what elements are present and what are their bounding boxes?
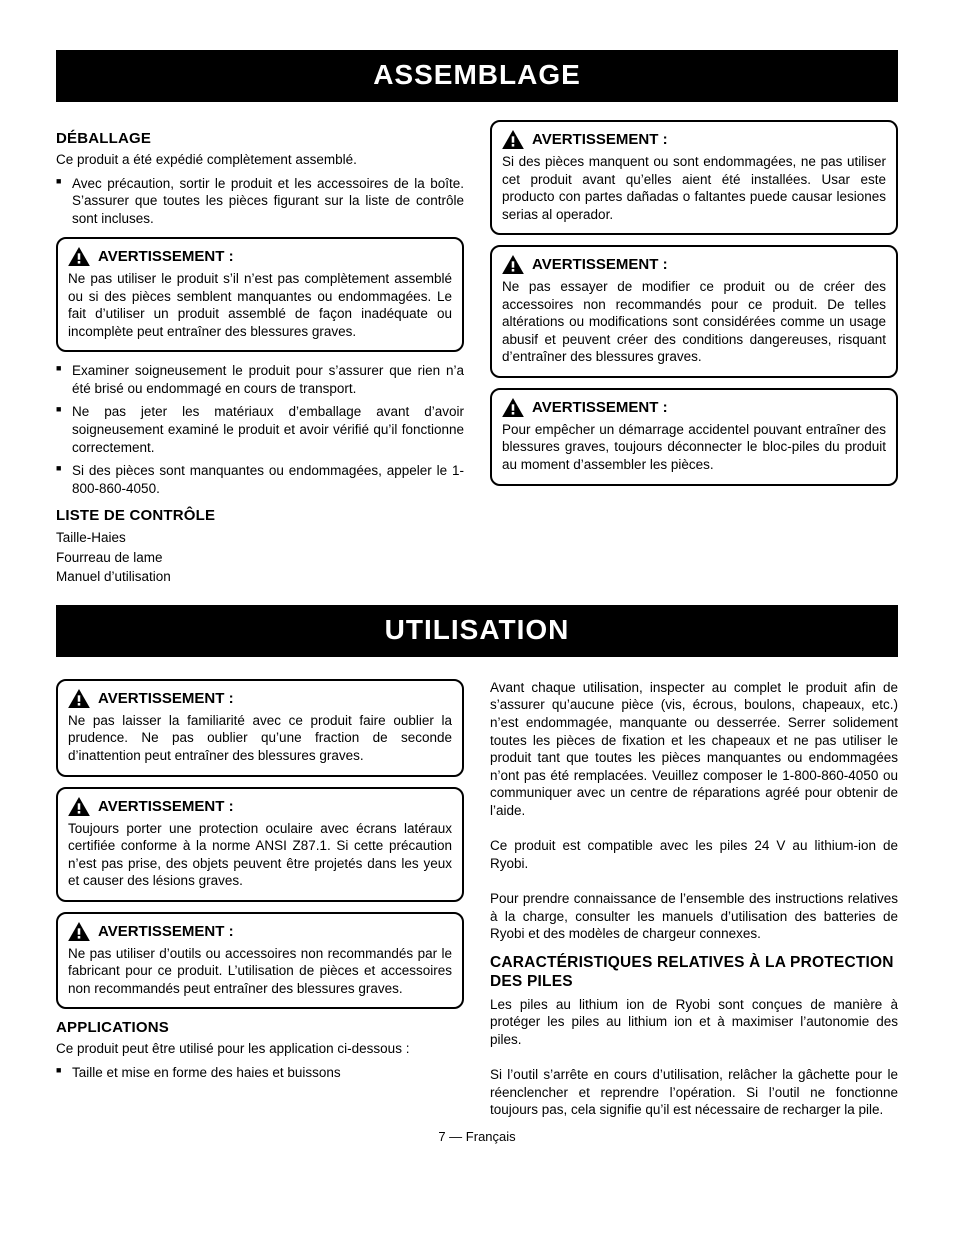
warning-icon: [502, 398, 524, 417]
banner-title: ASSEMBLAGE: [56, 55, 898, 97]
utilisation-right: Avant chaque utilisation, inspecter au c…: [490, 675, 898, 1123]
deballage-intro: Ce produit a été expédié complètement as…: [56, 151, 464, 169]
warning-label: AVERTISSEMENT :: [98, 248, 234, 265]
list-item: Si des pièces sont manquantes ou endomma…: [56, 462, 464, 497]
warning-label: AVERTISSEMENT :: [98, 798, 234, 815]
checklist-item: Manuel d’utilisation: [56, 567, 464, 587]
heading-liste-controle: LISTE DE CONTRÔLE: [56, 507, 464, 524]
warning-label: AVERTISSEMENT :: [98, 690, 234, 707]
warning-box: AVERTISSEMENT : Ne pas laisser la famili…: [56, 679, 464, 777]
assemblage-left: DÉBALLAGE Ce produit a été expédié compl…: [56, 120, 464, 599]
warning-label: AVERTISSEMENT :: [532, 256, 668, 273]
warning-header: AVERTISSEMENT :: [68, 922, 452, 941]
deballage-list-2: Examiner soigneusement le produit pour s…: [56, 362, 464, 497]
warning-box: AVERTISSEMENT : Toujours porter une prot…: [56, 787, 464, 902]
assemblage-right: AVERTISSEMENT : Si des pièces manquent o…: [490, 120, 898, 599]
section-banner-utilisation: UTILISATION: [56, 605, 898, 657]
page: ASSEMBLAGE DÉBALLAGE Ce produit a été ex…: [0, 0, 954, 1164]
applications-list: Taille et mise en forme des haies et bui…: [56, 1064, 464, 1082]
page-footer: 7 — Français: [56, 1129, 898, 1144]
warning-icon: [68, 922, 90, 941]
warning-box: AVERTISSEMENT : Pour empêcher un démarra…: [490, 388, 898, 486]
checklist-item: Fourreau de lame: [56, 548, 464, 568]
paragraph: Si l’outil s’arrête en cours d’utilisati…: [490, 1066, 898, 1119]
warning-text: Ne pas essayer de modifier ce produit ou…: [502, 278, 886, 366]
utilisation-columns: AVERTISSEMENT : Ne pas laisser la famili…: [56, 675, 898, 1123]
warning-icon: [68, 797, 90, 816]
assemblage-columns: DÉBALLAGE Ce produit a été expédié compl…: [56, 120, 898, 599]
list-item: Avec précaution, sortir le produit et le…: [56, 175, 464, 228]
heading-caracteristiques: CARACTÉRISTIQUES RELATIVES À LA PROTECTI…: [490, 953, 898, 992]
warning-icon: [502, 255, 524, 274]
section-banner-assemblage: ASSEMBLAGE: [56, 50, 898, 102]
checklist-item: Taille-Haies: [56, 528, 464, 548]
warning-box: AVERTISSEMENT : Ne pas utiliser le produ…: [56, 237, 464, 352]
warning-text: Ne pas utiliser d’outils ou accessoires …: [68, 945, 452, 998]
paragraph: Avant chaque utilisation, inspecter au c…: [490, 679, 898, 819]
warning-icon: [68, 247, 90, 266]
checklist: Taille-Haies Fourreau de lame Manuel d’u…: [56, 528, 464, 587]
list-item: Ne pas jeter les matériaux d’emballage a…: [56, 403, 464, 456]
warning-text: Ne pas laisser la familiarité avec ce pr…: [68, 712, 452, 765]
list-item: Taille et mise en forme des haies et bui…: [56, 1064, 464, 1082]
banner-title: UTILISATION: [56, 610, 898, 652]
warning-box: AVERTISSEMENT : Ne pas utiliser d’outils…: [56, 912, 464, 1010]
applications-intro: Ce produit peut être utilisé pour les ap…: [56, 1040, 464, 1058]
warning-header: AVERTISSEMENT :: [68, 689, 452, 708]
warning-icon: [502, 130, 524, 149]
warning-label: AVERTISSEMENT :: [532, 131, 668, 148]
warning-header: AVERTISSEMENT :: [68, 797, 452, 816]
paragraph: Ce produit est compatible avec les piles…: [490, 837, 898, 872]
warning-label: AVERTISSEMENT :: [98, 923, 234, 940]
deballage-list-1: Avec précaution, sortir le produit et le…: [56, 175, 464, 228]
heading-deballage: DÉBALLAGE: [56, 130, 464, 147]
warning-text: Ne pas utiliser le produit s’il n’est pa…: [68, 270, 452, 340]
heading-applications: APPLICATIONS: [56, 1019, 464, 1036]
warning-text: Pour empêcher un démarrage accidentel po…: [502, 421, 886, 474]
warning-text: Si des pièces manquent ou sont endommagé…: [502, 153, 886, 223]
list-item: Examiner soigneusement le produit pour s…: [56, 362, 464, 397]
utilisation-left: AVERTISSEMENT : Ne pas laisser la famili…: [56, 675, 464, 1123]
warning-header: AVERTISSEMENT :: [502, 255, 886, 274]
warning-icon: [68, 689, 90, 708]
warning-box: AVERTISSEMENT : Ne pas essayer de modifi…: [490, 245, 898, 378]
warning-text: Toujours porter une protection oculaire …: [68, 820, 452, 890]
paragraph: Pour prendre connaissance de l’ensemble …: [490, 890, 898, 943]
paragraph: Les piles au lithium ion de Ryobi sont c…: [490, 996, 898, 1049]
warning-header: AVERTISSEMENT :: [68, 247, 452, 266]
warning-header: AVERTISSEMENT :: [502, 398, 886, 417]
warning-label: AVERTISSEMENT :: [532, 399, 668, 416]
warning-header: AVERTISSEMENT :: [502, 130, 886, 149]
warning-box: AVERTISSEMENT : Si des pièces manquent o…: [490, 120, 898, 235]
